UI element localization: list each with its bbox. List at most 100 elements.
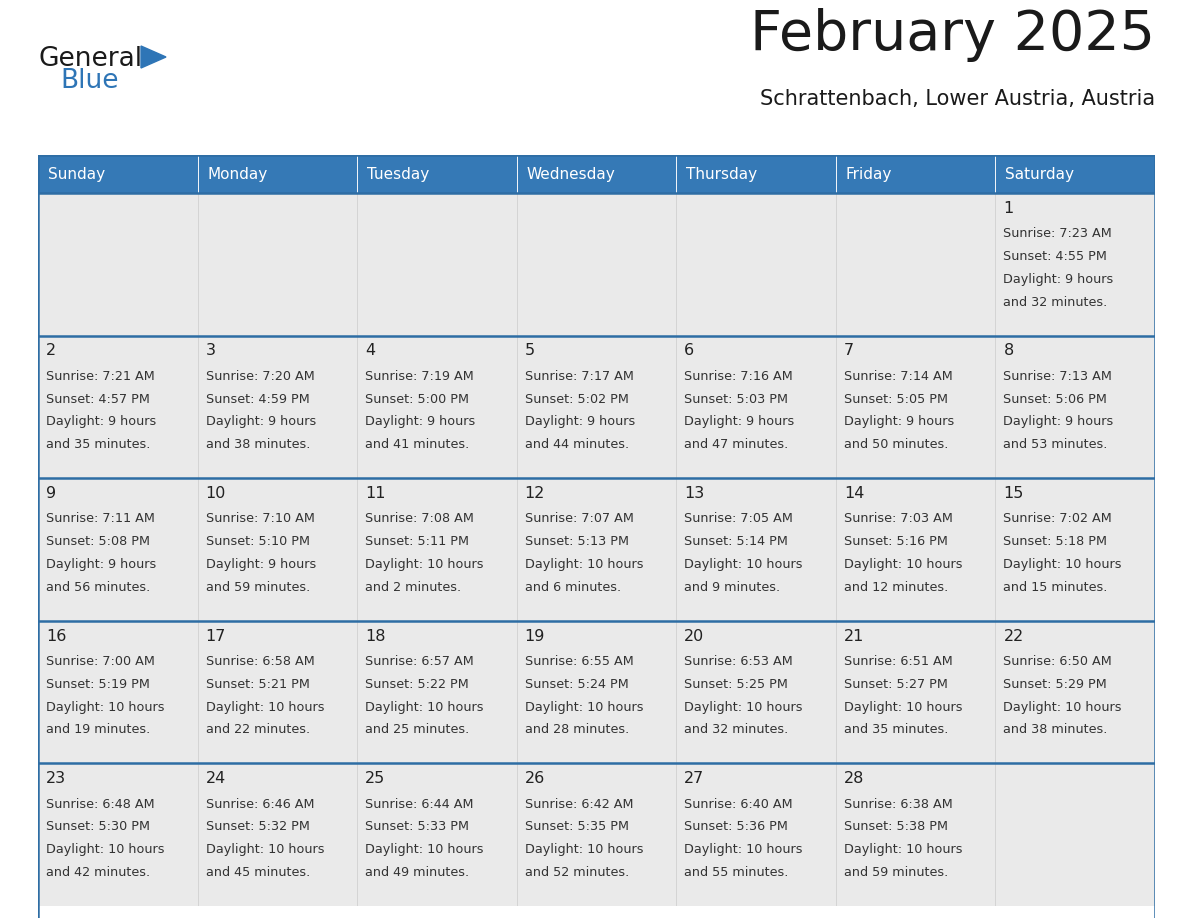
FancyBboxPatch shape	[358, 193, 517, 336]
Text: Sunrise: 6:46 AM: Sunrise: 6:46 AM	[206, 798, 314, 811]
Text: 18: 18	[365, 629, 386, 644]
Text: 11: 11	[365, 486, 386, 501]
FancyBboxPatch shape	[197, 155, 358, 193]
Text: 4: 4	[365, 343, 375, 358]
Text: 22: 22	[1004, 629, 1024, 644]
Text: Daylight: 9 hours: Daylight: 9 hours	[206, 416, 316, 429]
Text: and 42 minutes.: and 42 minutes.	[46, 866, 150, 879]
Text: Sunset: 5:02 PM: Sunset: 5:02 PM	[525, 393, 628, 406]
Text: Sunset: 5:33 PM: Sunset: 5:33 PM	[365, 821, 469, 834]
Text: Blue: Blue	[61, 68, 119, 94]
Text: Daylight: 10 hours: Daylight: 10 hours	[684, 700, 803, 713]
Text: Daylight: 10 hours: Daylight: 10 hours	[206, 700, 324, 713]
FancyBboxPatch shape	[517, 155, 676, 193]
Text: and 22 minutes.: and 22 minutes.	[206, 723, 310, 736]
Text: and 56 minutes.: and 56 minutes.	[46, 581, 150, 594]
Text: Daylight: 9 hours: Daylight: 9 hours	[46, 558, 157, 571]
FancyBboxPatch shape	[358, 155, 517, 193]
Text: 20: 20	[684, 629, 704, 644]
Text: and 44 minutes.: and 44 minutes.	[525, 438, 628, 452]
Text: Sunset: 5:06 PM: Sunset: 5:06 PM	[1004, 393, 1107, 406]
Text: Sunrise: 6:40 AM: Sunrise: 6:40 AM	[684, 798, 792, 811]
Text: and 52 minutes.: and 52 minutes.	[525, 866, 628, 879]
FancyBboxPatch shape	[996, 478, 1155, 621]
FancyBboxPatch shape	[836, 193, 996, 336]
FancyBboxPatch shape	[517, 621, 676, 764]
Text: and 38 minutes.: and 38 minutes.	[1004, 723, 1107, 736]
Text: 6: 6	[684, 343, 695, 358]
Text: 1: 1	[1004, 201, 1013, 216]
Text: Daylight: 10 hours: Daylight: 10 hours	[1004, 700, 1121, 713]
FancyBboxPatch shape	[197, 193, 358, 336]
Text: Sunday: Sunday	[48, 166, 105, 182]
Text: Schrattenbach, Lower Austria, Austria: Schrattenbach, Lower Austria, Austria	[760, 89, 1155, 109]
Text: Daylight: 10 hours: Daylight: 10 hours	[365, 558, 484, 571]
Text: and 45 minutes.: and 45 minutes.	[206, 866, 310, 879]
FancyBboxPatch shape	[517, 764, 676, 906]
Text: Sunrise: 7:21 AM: Sunrise: 7:21 AM	[46, 370, 154, 383]
FancyBboxPatch shape	[836, 336, 996, 478]
FancyBboxPatch shape	[836, 764, 996, 906]
Text: and 28 minutes.: and 28 minutes.	[525, 723, 628, 736]
Text: Daylight: 10 hours: Daylight: 10 hours	[365, 844, 484, 856]
FancyBboxPatch shape	[676, 764, 836, 906]
Text: Sunrise: 7:03 AM: Sunrise: 7:03 AM	[843, 512, 953, 525]
FancyBboxPatch shape	[676, 478, 836, 621]
Text: Sunset: 5:32 PM: Sunset: 5:32 PM	[206, 821, 309, 834]
Text: Daylight: 10 hours: Daylight: 10 hours	[525, 844, 643, 856]
FancyBboxPatch shape	[517, 478, 676, 621]
FancyBboxPatch shape	[996, 193, 1155, 336]
Text: Saturday: Saturday	[1005, 166, 1074, 182]
FancyBboxPatch shape	[38, 193, 197, 336]
Text: Sunrise: 7:02 AM: Sunrise: 7:02 AM	[1004, 512, 1112, 525]
Text: 12: 12	[525, 486, 545, 501]
Text: and 9 minutes.: and 9 minutes.	[684, 581, 781, 594]
FancyBboxPatch shape	[38, 621, 197, 764]
Text: and 50 minutes.: and 50 minutes.	[843, 438, 948, 452]
Text: Sunrise: 6:48 AM: Sunrise: 6:48 AM	[46, 798, 154, 811]
Text: and 41 minutes.: and 41 minutes.	[365, 438, 469, 452]
FancyBboxPatch shape	[38, 478, 197, 621]
Text: 10: 10	[206, 486, 226, 501]
FancyBboxPatch shape	[676, 621, 836, 764]
Text: Daylight: 10 hours: Daylight: 10 hours	[525, 700, 643, 713]
Text: Daylight: 10 hours: Daylight: 10 hours	[46, 844, 164, 856]
Text: 3: 3	[206, 343, 215, 358]
Text: Monday: Monday	[207, 166, 267, 182]
Text: and 35 minutes.: and 35 minutes.	[46, 438, 151, 452]
Text: Sunrise: 7:08 AM: Sunrise: 7:08 AM	[365, 512, 474, 525]
Text: Sunrise: 7:13 AM: Sunrise: 7:13 AM	[1004, 370, 1112, 383]
Text: Daylight: 9 hours: Daylight: 9 hours	[46, 416, 157, 429]
Text: Sunset: 5:38 PM: Sunset: 5:38 PM	[843, 821, 948, 834]
Text: Sunrise: 6:57 AM: Sunrise: 6:57 AM	[365, 655, 474, 668]
Text: Sunrise: 7:20 AM: Sunrise: 7:20 AM	[206, 370, 315, 383]
Text: Sunset: 5:35 PM: Sunset: 5:35 PM	[525, 821, 628, 834]
Text: 5: 5	[525, 343, 535, 358]
Text: and 25 minutes.: and 25 minutes.	[365, 723, 469, 736]
FancyBboxPatch shape	[358, 336, 517, 478]
Text: 25: 25	[365, 771, 385, 786]
FancyBboxPatch shape	[836, 621, 996, 764]
Text: and 32 minutes.: and 32 minutes.	[684, 723, 789, 736]
Text: Sunset: 5:18 PM: Sunset: 5:18 PM	[1004, 535, 1107, 548]
Text: 14: 14	[843, 486, 864, 501]
FancyBboxPatch shape	[517, 193, 676, 336]
Text: and 55 minutes.: and 55 minutes.	[684, 866, 789, 879]
Text: Daylight: 10 hours: Daylight: 10 hours	[843, 700, 962, 713]
Text: Daylight: 10 hours: Daylight: 10 hours	[365, 700, 484, 713]
Text: February 2025: February 2025	[750, 8, 1155, 62]
Text: Sunrise: 7:19 AM: Sunrise: 7:19 AM	[365, 370, 474, 383]
Text: Sunset: 5:30 PM: Sunset: 5:30 PM	[46, 821, 150, 834]
Text: 27: 27	[684, 771, 704, 786]
Text: 9: 9	[46, 486, 56, 501]
Text: Sunset: 5:16 PM: Sunset: 5:16 PM	[843, 535, 948, 548]
Text: Sunset: 5:25 PM: Sunset: 5:25 PM	[684, 677, 788, 691]
Text: Sunrise: 7:05 AM: Sunrise: 7:05 AM	[684, 512, 794, 525]
Text: and 47 minutes.: and 47 minutes.	[684, 438, 789, 452]
FancyBboxPatch shape	[996, 621, 1155, 764]
Text: Sunset: 5:19 PM: Sunset: 5:19 PM	[46, 677, 150, 691]
Text: and 12 minutes.: and 12 minutes.	[843, 581, 948, 594]
Text: Sunrise: 6:51 AM: Sunrise: 6:51 AM	[843, 655, 953, 668]
Text: and 19 minutes.: and 19 minutes.	[46, 723, 150, 736]
Text: 21: 21	[843, 629, 864, 644]
